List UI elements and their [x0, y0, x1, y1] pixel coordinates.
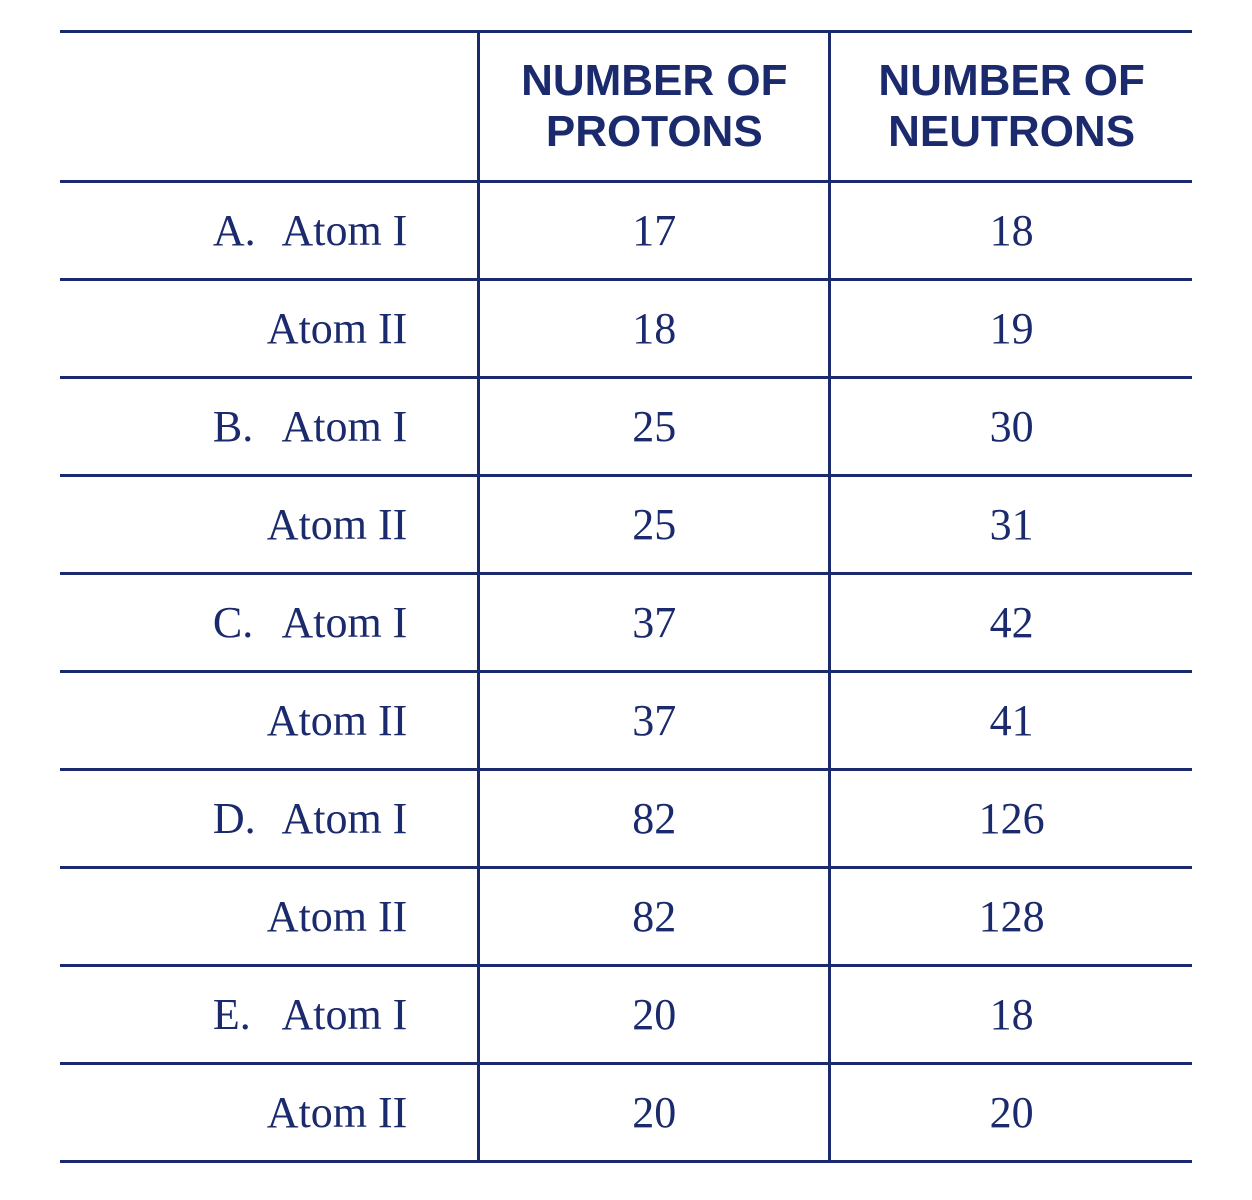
row-label: Atom II	[60, 1087, 477, 1138]
neutrons-cell: 20	[830, 1064, 1192, 1162]
table-row: Atom II 2531	[60, 476, 1192, 574]
table-row: Atom II 3741	[60, 672, 1192, 770]
row-label-cell: Atom II	[60, 672, 479, 770]
table-header-blank	[60, 32, 479, 182]
row-label: Atom II	[60, 303, 477, 354]
protons-cell: 37	[479, 574, 830, 672]
protons-cell: 37	[479, 672, 830, 770]
protons-cell: 25	[479, 476, 830, 574]
neutrons-cell: 41	[830, 672, 1192, 770]
protons-cell: 18	[479, 280, 830, 378]
row-label: A. Atom I	[60, 205, 477, 256]
protons-cell: 20	[479, 1064, 830, 1162]
protons-cell: 17	[479, 182, 830, 280]
row-label-cell: Atom II	[60, 868, 479, 966]
row-label-text: Atom I	[273, 598, 407, 647]
header-protons-line2: PROTONS	[480, 107, 828, 158]
table-body: A. Atom I1718 Atom II1819B. Atom I2530 A…	[60, 182, 1192, 1162]
row-label-prefix: E.	[213, 989, 273, 1040]
protons-cell: 82	[479, 770, 830, 868]
row-label-cell: D. Atom I	[60, 770, 479, 868]
table-header-row: NUMBER OF PROTONS NUMBER OF NEUTRONS	[60, 32, 1192, 182]
table-row: Atom II 2020	[60, 1064, 1192, 1162]
neutrons-cell: 126	[830, 770, 1192, 868]
neutrons-cell: 18	[830, 966, 1192, 1064]
table-row: C. Atom I3742	[60, 574, 1192, 672]
neutrons-cell: 128	[830, 868, 1192, 966]
row-label-prefix: C.	[213, 597, 273, 648]
row-label-text: Atom II	[258, 892, 407, 941]
atom-table: NUMBER OF PROTONS NUMBER OF NEUTRONS A. …	[60, 30, 1192, 1163]
row-label-prefix: D.	[213, 793, 273, 844]
row-label-prefix: B.	[213, 401, 273, 452]
row-label-text: Atom I	[273, 206, 407, 255]
row-label-text: Atom II	[258, 500, 407, 549]
row-label-cell: E. Atom I	[60, 966, 479, 1064]
table-row: B. Atom I2530	[60, 378, 1192, 476]
protons-cell: 82	[479, 868, 830, 966]
page: NUMBER OF PROTONS NUMBER OF NEUTRONS A. …	[0, 0, 1252, 1200]
row-label-text: Atom I	[273, 402, 407, 451]
row-label: B. Atom I	[60, 401, 477, 452]
row-label-cell: A. Atom I	[60, 182, 479, 280]
row-label: C. Atom I	[60, 597, 477, 648]
row-label-text: Atom II	[258, 696, 407, 745]
neutrons-cell: 31	[830, 476, 1192, 574]
row-label-cell: Atom II	[60, 1064, 479, 1162]
table-row: D. Atom I82126	[60, 770, 1192, 868]
table-header-protons: NUMBER OF PROTONS	[479, 32, 830, 182]
row-label-text: Atom II	[258, 304, 407, 353]
neutrons-cell: 19	[830, 280, 1192, 378]
header-protons-line1: NUMBER OF	[480, 56, 828, 107]
row-label: D. Atom I	[60, 793, 477, 844]
row-label: Atom II	[60, 499, 477, 550]
header-neutrons-line1: NUMBER OF	[831, 56, 1192, 107]
neutrons-cell: 42	[830, 574, 1192, 672]
table-row: Atom II 82128	[60, 868, 1192, 966]
row-label-text: Atom II	[258, 1088, 407, 1137]
header-neutrons-line2: NEUTRONS	[831, 107, 1192, 158]
protons-cell: 25	[479, 378, 830, 476]
row-label: Atom II	[60, 891, 477, 942]
row-label-prefix: A.	[213, 205, 273, 256]
table-row: E. Atom I2018	[60, 966, 1192, 1064]
protons-cell: 20	[479, 966, 830, 1064]
neutrons-cell: 18	[830, 182, 1192, 280]
row-label-cell: C. Atom I	[60, 574, 479, 672]
neutrons-cell: 30	[830, 378, 1192, 476]
row-label: E. Atom I	[60, 989, 477, 1040]
table-row: A. Atom I1718	[60, 182, 1192, 280]
row-label-text: Atom I	[273, 990, 407, 1039]
row-label: Atom II	[60, 695, 477, 746]
row-label-cell: Atom II	[60, 476, 479, 574]
row-label-text: Atom I	[273, 794, 407, 843]
table-row: Atom II 1819	[60, 280, 1192, 378]
table-header-neutrons: NUMBER OF NEUTRONS	[830, 32, 1192, 182]
row-label-cell: B. Atom I	[60, 378, 479, 476]
row-label-cell: Atom II	[60, 280, 479, 378]
